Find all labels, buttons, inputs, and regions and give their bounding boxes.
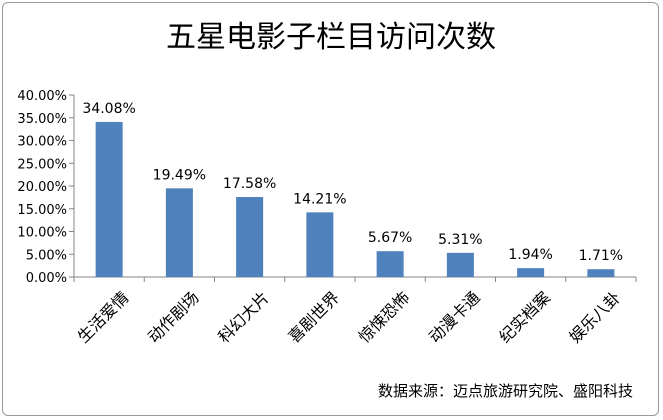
y-tick-label: 25.00%	[17, 157, 67, 172]
category-label: 娱乐八卦	[565, 288, 624, 347]
category-label: 科幻大片	[214, 288, 273, 347]
data-labels: 34.08% 19.49% 17.58% 14.21% 5.67% 5.31% 1.94% 1…	[82, 101, 623, 264]
y-tick-label: 30.00%	[17, 135, 67, 150]
data-label: 34.08%	[82, 101, 135, 117]
bar	[95, 121, 123, 277]
source-note: 数据来源：迈点旅游研究院、盛阳科技	[378, 382, 633, 400]
category-label: 纪实档案	[495, 288, 554, 347]
bars	[95, 121, 615, 277]
y-tick-label: 0.00%	[26, 271, 67, 286]
bar	[587, 269, 615, 277]
category-label: 喜剧世界	[284, 288, 343, 347]
bar	[376, 251, 404, 277]
data-label: 17.58%	[223, 176, 276, 192]
bar	[236, 197, 264, 277]
bar	[165, 188, 193, 277]
y-tick-label: 5.00%	[26, 248, 67, 263]
y-tick-label: 20.00%	[17, 180, 67, 195]
x-axis: 生活爱情 动作剧场 科幻大片 喜剧世界 惊悚恐怖 动漫卡通 纪实档案 娱乐八卦	[73, 276, 637, 347]
y-tick-label: 35.00%	[17, 112, 67, 127]
y-tick-label: 15.00%	[17, 203, 67, 218]
category-label: 生活爱情	[74, 288, 133, 347]
bar	[446, 252, 474, 277]
chart-title: 五星电影子栏目访问次数	[166, 20, 496, 55]
category-label: 惊悚恐怖	[355, 288, 414, 347]
bar	[306, 212, 334, 277]
y-axis: 0.00% 5.00% 10.00% 15.00% 20.00% 25.00% 30.00%…	[17, 89, 75, 286]
data-label: 14.21%	[293, 191, 346, 207]
category-label: 动作剧场	[144, 288, 203, 347]
bar	[517, 268, 545, 277]
data-label: 5.67%	[368, 230, 412, 246]
category-label: 动漫卡通	[425, 288, 484, 347]
data-label: 5.31%	[438, 232, 482, 248]
data-label: 19.49%	[153, 167, 206, 183]
y-tick-label: 10.00%	[17, 226, 67, 241]
data-label: 1.71%	[579, 248, 623, 264]
data-label: 1.94%	[508, 247, 552, 263]
y-tick-label: 40.00%	[17, 89, 67, 104]
